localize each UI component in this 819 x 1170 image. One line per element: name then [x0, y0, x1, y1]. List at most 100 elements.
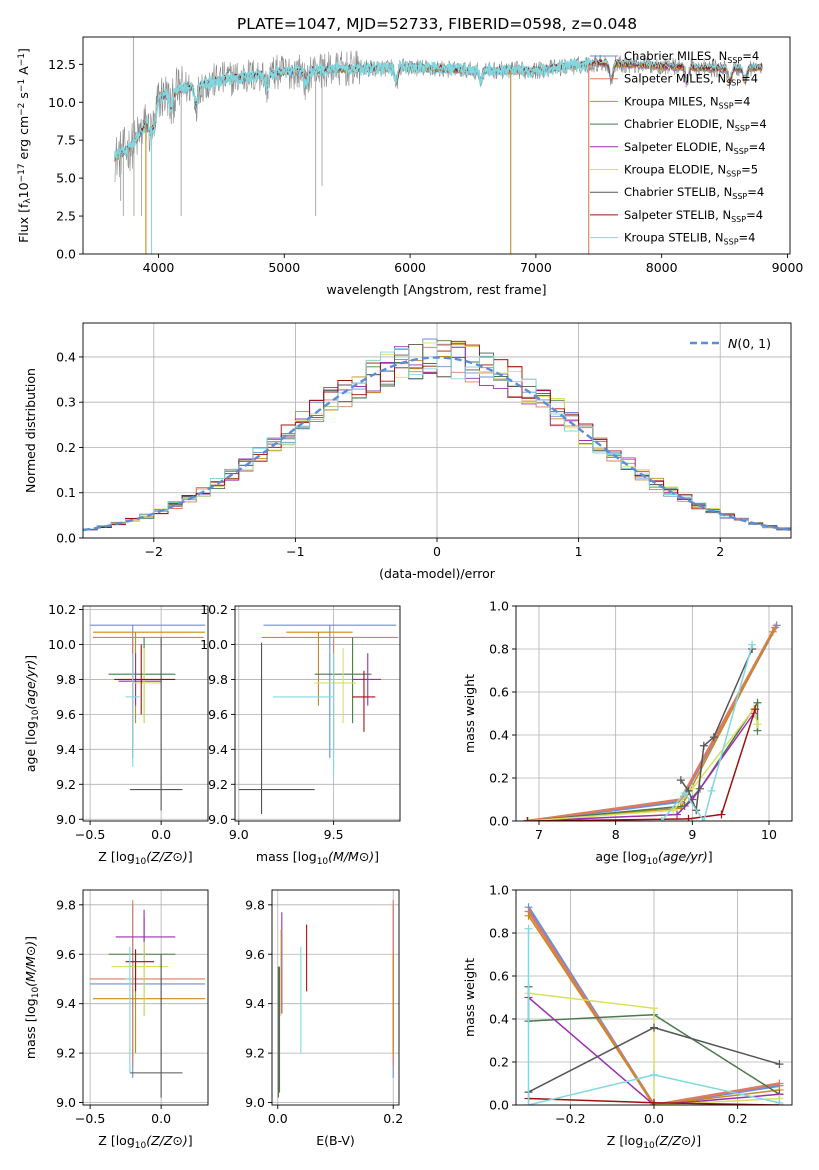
panel-weight_vs_age: 7 8 9 10 0.0 0.2 0.4 0.6 0.8 1.0 age [log10(age/yr… — [462, 599, 793, 867]
weight-marker-kroupa_stelib — [524, 924, 533, 933]
legend-entry-chabrier_stelib: Chabrier STELIB, NSSP=4 — [624, 185, 764, 201]
weight-marker-chabrier_stelib — [699, 741, 708, 750]
panel-residuals: −2 −1 0 1 2 0.0 0.1 0.2 0.3 0.4 (data-model)/error… — [23, 322, 792, 581]
x-axis-label: Z [log10(Z/Z⊙)] — [607, 1133, 701, 1151]
panel-spectrum: 4000 5000 6000 7000 8000 9000 0.0 2.5 5.0 7.5 10.0… — [16, 36, 804, 297]
legend-entry-kroupa_miles: Kroupa MILES, NSSP=4 — [624, 94, 750, 110]
y-tick-label: 9.0 — [208, 812, 228, 827]
weight-marker-salpeter_miles — [771, 623, 780, 632]
y-tick-label: 0.0 — [56, 247, 76, 262]
figure-title: PLATE=1047, MJD=52733, FIBERID=0598, z=0… — [237, 15, 637, 33]
y-tick-label: 9.8 — [208, 672, 228, 687]
weight-marker-salpeter_stelib — [650, 1098, 658, 1105]
plot-area — [83, 338, 791, 538]
weight-marker-kroupa_stelib — [650, 1070, 658, 1079]
y-tick-label: 10.2 — [200, 602, 228, 617]
y-tick-label: 0.8 — [489, 926, 509, 941]
y-tick-label: 9.6 — [56, 947, 76, 962]
y-axis-label: mass [log10(M/M⊙)] — [23, 936, 41, 1059]
y-tick-label: 9.4 — [56, 996, 76, 1011]
x-tick-label: 9 — [688, 827, 696, 842]
weight-line-kroupa_stelib — [661, 644, 753, 821]
y-tick-label: 9.2 — [245, 1046, 265, 1061]
y-tick-label: 0.3 — [56, 395, 76, 410]
weight-line-kroupa_miles — [527, 915, 780, 1105]
x-axis-label: E(B-V) — [316, 1133, 355, 1148]
weight-line-chabrier_miles — [527, 624, 778, 821]
panel-mass_vs_Z: −0.5 0.0 9.0 9.2 9.4 9.6 9.8 Z [log10(Z/Z⊙)] mas… — [23, 889, 209, 1151]
y-tick-label: 7.5 — [56, 133, 76, 148]
x-tick-label: 0.0 — [644, 1111, 664, 1126]
y-tick-label: 0.4 — [489, 1012, 509, 1027]
y-tick-label: 0.6 — [489, 969, 509, 984]
y-tick-label: 10.2 — [48, 602, 76, 617]
weight-line-salpeter_elodie — [527, 713, 755, 821]
plot-area — [277, 899, 394, 1098]
legend-entry-chabrier_miles: Chabrier MILES, NSSP=4 — [624, 49, 759, 65]
x-tick-label: 0.2 — [728, 1111, 748, 1126]
y-tick-label: 2.5 — [56, 209, 76, 224]
legend-entry-salpeter_stelib: Salpeter STELIB, NSSP=4 — [624, 208, 763, 224]
weight-marker-kroupa_stelib — [775, 1098, 784, 1105]
x-tick-label: −0.5 — [75, 827, 105, 842]
weight-marker-kroupa_stelib — [680, 789, 689, 798]
x-tick-label: 9000 — [772, 260, 804, 275]
weight-marker-salpeter_stelib — [751, 705, 760, 714]
weight-marker-kroupa_stelib — [657, 817, 666, 821]
y-tick-label: 9.2 — [56, 1046, 76, 1061]
weight-line-kroupa_elodie — [528, 992, 780, 1105]
panel-age_vs_Z: −0.5 0.0 9.0 9.2 9.4 9.6 9.8 10.0 10.2 Z [log10(Z… — [23, 602, 209, 867]
x-tick-label: 8 — [612, 827, 620, 842]
weight-marker-kroupa_miles — [768, 627, 777, 636]
y-tick-label: 10.0 — [48, 637, 76, 652]
legend-entry-normal: N(0, 1) — [728, 336, 771, 351]
y-tick-label: 5.0 — [56, 171, 76, 186]
spectrum-model-line-kroupa-stelib-overlay — [113, 57, 592, 161]
weight-marker-kroupa_stelib — [524, 1101, 533, 1105]
plot-area — [113, 37, 763, 254]
axes-frame — [515, 605, 793, 822]
x-tick-label: 0.0 — [151, 1111, 171, 1126]
y-tick-label: 9.4 — [245, 996, 265, 1011]
y-tick-label: 9.6 — [245, 947, 265, 962]
x-tick-label: 1 — [575, 544, 583, 559]
legend-entry-salpeter_miles: Salpeter MILES, NSSP=4 — [624, 72, 758, 88]
y-tick-label: 9.2 — [208, 777, 228, 792]
x-tick-label: 0.0 — [268, 1111, 288, 1126]
weight-marker-salpeter_elodie — [673, 810, 681, 819]
weight-marker-chabrier_stelib — [650, 1023, 658, 1032]
x-axis-label: mass [log10(M/M⊙)] — [256, 849, 379, 867]
x-axis-label: wavelength [Angstrom, rest frame] — [326, 282, 546, 297]
weight-marker-chabrier_stelib — [676, 776, 685, 785]
y-tick-label: 9.6 — [56, 707, 76, 722]
x-tick-label: 0.0 — [151, 827, 171, 842]
x-axis-label: Z [log10(Z/Z⊙)] — [98, 1133, 192, 1151]
y-tick-label: 0.2 — [56, 440, 76, 455]
plot-area — [238, 624, 399, 815]
spectrum-legend: Chabrier MILES, NSSP=4 Salpeter MILES, NS… — [590, 49, 767, 247]
y-tick-label: 0.8 — [489, 642, 509, 657]
x-tick-label: 8000 — [646, 260, 678, 275]
weight-marker-kroupa_stelib — [748, 640, 757, 649]
weight-marker-chabrier_stelib — [709, 733, 718, 742]
y-tick-label: 9.4 — [208, 742, 228, 757]
plot-area — [524, 903, 784, 1105]
x-tick-label: 9.0 — [229, 827, 249, 842]
x-tick-label: −0.5 — [75, 1111, 105, 1126]
weight-line-kroupa_stelib — [527, 928, 780, 1105]
y-tick-label: 9.8 — [56, 897, 76, 912]
weight-marker-chabrier_stelib — [775, 1060, 784, 1069]
y-tick-label: 0.0 — [489, 814, 509, 829]
x-axis-label: Z [log10(Z/Z⊙)] — [98, 849, 192, 867]
y-tick-label: 1.0 — [489, 883, 509, 898]
weight-line-chabrier_stelib — [680, 648, 753, 811]
y-tick-label: 9.8 — [56, 672, 76, 687]
weight-line-chabrier_miles — [527, 906, 780, 1105]
normal-curve — [83, 356, 791, 532]
y-tick-label: 0.4 — [56, 349, 76, 364]
x-tick-label: 0.2 — [383, 1111, 403, 1126]
x-tick-label: 5000 — [268, 260, 300, 275]
legend-entry-chabrier_elodie: Chabrier ELODIE, NSSP=4 — [624, 117, 767, 133]
y-axis-label: Normed distribution — [23, 368, 38, 493]
